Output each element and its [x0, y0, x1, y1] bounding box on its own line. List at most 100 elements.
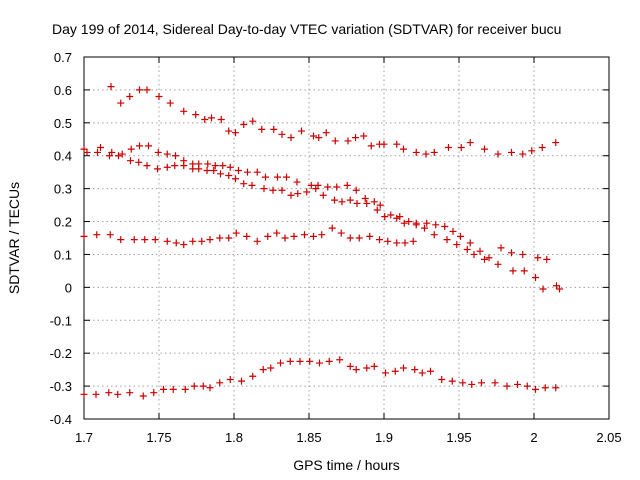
- data-point-top: [519, 150, 527, 158]
- data-point-lower-middle: [314, 181, 322, 189]
- data-point-lower-middle: [441, 222, 449, 230]
- data-point-upper-middle: [171, 162, 179, 170]
- data-point-lower-middle: [172, 152, 179, 160]
- data-point-bottom: [296, 357, 304, 365]
- data-point-top: [240, 120, 248, 128]
- data-point-flat: [393, 239, 401, 247]
- data-point-top: [217, 116, 225, 124]
- data-point-flat: [180, 241, 188, 249]
- data-point-lower-middle: [127, 145, 135, 153]
- data-point-upper-middle: [127, 157, 134, 165]
- chart-title: Day 199 of 2014, Sidereal Day-to-day VTE…: [52, 21, 561, 37]
- data-point-upper-middle: [532, 273, 539, 281]
- data-point-bottom: [226, 376, 234, 384]
- axis-ticks: [83, 56, 610, 420]
- data-point-bottom: [459, 379, 467, 387]
- data-point-flat: [376, 236, 383, 244]
- data-point-top: [258, 125, 266, 133]
- data-point-flat: [151, 236, 159, 244]
- data-point-upper-middle: [269, 186, 277, 194]
- data-point-bottom: [126, 389, 134, 397]
- y-tick-label: 0.2: [54, 215, 72, 230]
- data-point-bottom: [306, 357, 314, 365]
- data-point-top: [126, 92, 134, 100]
- data-point-flat: [328, 224, 336, 232]
- data-point-upper-middle: [539, 285, 547, 293]
- data-point-top: [380, 140, 388, 148]
- x-tick-label: 1.95: [446, 430, 471, 445]
- data-point-lower-middle: [412, 219, 420, 227]
- data-point-lower-middle: [253, 168, 261, 176]
- data-point-bottom: [346, 362, 354, 370]
- data-point-upper-middle: [453, 241, 461, 249]
- data-point-top: [166, 99, 174, 107]
- data-point-flat: [130, 236, 138, 244]
- data-point-lower-middle: [387, 211, 395, 219]
- data-point-top: [232, 129, 239, 137]
- data-point-upper-middle: [240, 180, 248, 188]
- data-point-lower-middle: [333, 183, 341, 191]
- y-tick-label: 0.7: [54, 50, 72, 65]
- data-point-flat: [264, 232, 272, 240]
- data-point-flat: [253, 237, 261, 245]
- data-point-upper-middle: [294, 190, 302, 198]
- y-tick-labels: -0.4 -0.3 -0.2 -0.1 0 0.1 0.2 0.3 0.4 0.5 0.6 0.7: [50, 50, 72, 427]
- data-point-flat: [117, 236, 125, 244]
- data-point-upper-middle: [481, 255, 488, 263]
- data-point-bottom: [448, 377, 456, 385]
- data-point-lower-middle: [466, 239, 474, 247]
- data-point-top: [367, 142, 375, 150]
- data-point-top: [136, 86, 143, 94]
- x-tick-label: 2.05: [596, 430, 621, 445]
- data-point-lower-middle: [396, 213, 404, 221]
- data-point-lower-middle: [307, 181, 315, 189]
- data-point-bottom: [114, 390, 122, 398]
- data-point-top: [331, 137, 339, 145]
- data-point-lower-middle: [370, 198, 378, 206]
- data-point-bottom: [277, 359, 284, 367]
- data-point-upper-middle: [353, 199, 361, 207]
- data-point-upper-middle: [430, 231, 438, 239]
- data-point-upper-middle: [217, 170, 224, 178]
- data-point-bottom: [181, 385, 189, 393]
- data-point-lower-middle: [361, 195, 369, 203]
- grid-lines: [84, 57, 609, 419]
- data-point-flat: [198, 237, 206, 245]
- data-point-lower-middle: [376, 201, 384, 209]
- data-point-bottom: [139, 392, 147, 400]
- data-point-lower-middle: [262, 173, 269, 181]
- data-point-upper-middle: [363, 199, 371, 207]
- data-point-flat: [106, 231, 114, 239]
- data-point-flat: [301, 231, 308, 239]
- data-point-top: [552, 139, 560, 147]
- data-point-lower-middle: [226, 163, 234, 171]
- data-point-flat: [232, 229, 240, 237]
- data-point-top: [298, 127, 305, 135]
- y-tick-label: -0.4: [50, 412, 72, 427]
- data-point-flat: [225, 234, 233, 242]
- data-point-lower-middle: [274, 173, 281, 181]
- data-point-bottom: [190, 382, 198, 390]
- data-point-bottom: [478, 379, 485, 387]
- data-point-top: [538, 144, 546, 151]
- data-point-upper-middle: [225, 171, 233, 179]
- data-point-bottom: [468, 380, 476, 388]
- data-point-upper-middle: [509, 267, 517, 275]
- data-point-bottom: [325, 357, 333, 365]
- data-point-top: [481, 145, 488, 153]
- data-point-flat: [366, 232, 374, 240]
- data-point-lower-middle: [543, 255, 551, 263]
- data-point-upper-middle: [470, 250, 478, 258]
- data-point-lower-middle: [449, 227, 457, 235]
- data-point-bottom: [427, 367, 434, 375]
- data-point-flat: [206, 236, 214, 244]
- data-point-flat: [189, 237, 197, 245]
- data-point-top: [344, 137, 352, 145]
- data-point-top: [225, 127, 233, 135]
- data-point-upper-middle: [319, 191, 327, 199]
- data-point-upper-middle: [494, 260, 502, 268]
- data-point-lower-middle: [195, 160, 203, 168]
- data-point-lower-middle: [97, 144, 104, 151]
- data-point-upper-middle: [143, 162, 151, 170]
- data-point-bottom: [150, 389, 158, 397]
